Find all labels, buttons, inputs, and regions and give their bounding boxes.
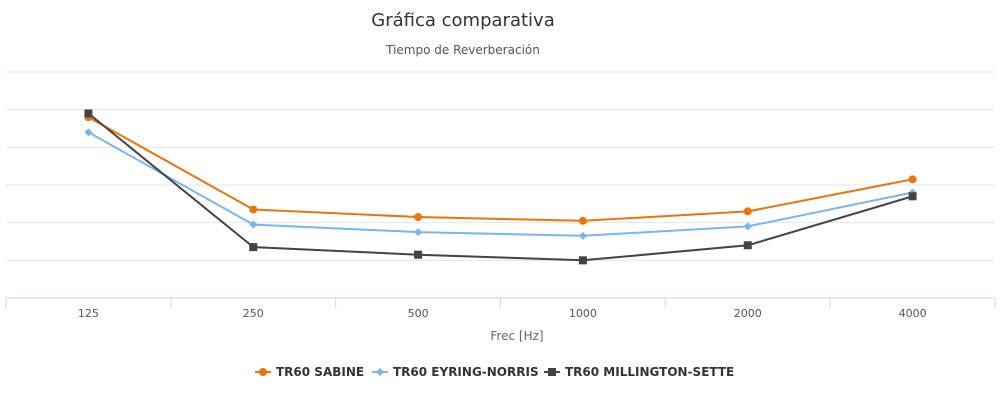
- data-point[interactable]: [414, 213, 423, 222]
- x-tick-label: 1000: [569, 307, 597, 320]
- data-point[interactable]: [249, 205, 258, 214]
- series-2: [84, 109, 917, 265]
- series-0: [84, 113, 917, 225]
- legend-label: TR60 SABINE: [276, 365, 364, 379]
- legend-item[interactable]: TR60 MILLINGTON-SETTE: [544, 365, 734, 379]
- data-point[interactable]: [743, 222, 752, 231]
- x-tick-label: 2000: [734, 307, 762, 320]
- x-tick-label: 250: [243, 307, 264, 320]
- x-tick-label: 125: [78, 307, 99, 320]
- legend-marker[interactable]: [548, 368, 556, 376]
- chart-subtitle: Tiempo de Reverberación: [385, 43, 540, 57]
- data-point[interactable]: [578, 231, 587, 240]
- data-point[interactable]: [249, 220, 258, 229]
- data-point[interactable]: [414, 250, 423, 259]
- data-point[interactable]: [743, 241, 752, 250]
- chart-title: Gráfica comparativa: [371, 10, 554, 31]
- data-point[interactable]: [578, 216, 587, 225]
- gridlines: [6, 71, 995, 261]
- legend-marker[interactable]: [259, 368, 267, 376]
- data-point[interactable]: [578, 256, 587, 265]
- series-group: [84, 109, 917, 265]
- data-point[interactable]: [908, 192, 917, 201]
- data-point[interactable]: [743, 207, 752, 216]
- legend-label: TR60 EYRING-NORRIS: [393, 365, 539, 379]
- data-point[interactable]: [249, 243, 258, 252]
- legend[interactable]: TR60 SABINE TR60 EYRING-NORRIS TR60 MILLIN…: [255, 365, 734, 379]
- x-axis: 125 250 500 1000 2000 4000: [5, 297, 996, 320]
- series-line[interactable]: [87, 116, 913, 222]
- x-tick-label: 500: [408, 307, 429, 320]
- x-axis-title: Frec [Hz]: [490, 329, 543, 343]
- legend-marker[interactable]: [376, 368, 384, 376]
- x-tick-label: 4000: [899, 307, 927, 320]
- data-point[interactable]: [84, 128, 93, 137]
- legend-item[interactable]: TR60 SABINE: [255, 365, 364, 379]
- data-point[interactable]: [84, 109, 93, 118]
- series-line[interactable]: [87, 112, 913, 262]
- data-point[interactable]: [908, 175, 917, 184]
- data-point[interactable]: [414, 228, 423, 237]
- legend-label: TR60 MILLINGTON-SETTE: [565, 365, 734, 379]
- series-line[interactable]: [87, 131, 913, 237]
- legend-item[interactable]: TR60 EYRING-NORRIS: [372, 365, 539, 379]
